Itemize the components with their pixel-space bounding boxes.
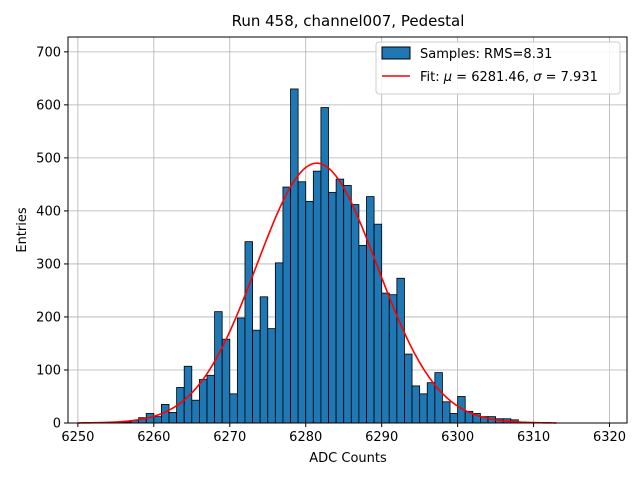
histogram-bar (404, 353, 413, 424)
legend-samples-label: Samples: RMS=8.31 (420, 47, 552, 62)
histogram-bar (168, 411, 178, 424)
histogram-bar (229, 393, 238, 424)
histogram-bar (297, 181, 307, 424)
histogram-bar (419, 393, 428, 424)
chart-title: Run 458, channel007, Pedestal (232, 12, 465, 30)
legend-fit-label: Fit: μ = 6281.46, σ = 7.931 (420, 70, 598, 85)
histogram-bar (191, 399, 200, 424)
legend-fit-prefix: Fit: (420, 70, 444, 85)
legend-fit-mu-value: = 6281.46, (452, 70, 533, 85)
histogram-bar (290, 88, 299, 424)
histogram-bar (328, 191, 337, 424)
fit-curve (77, 162, 557, 424)
histogram-bar (358, 244, 367, 424)
x-tick-label: 6280 (289, 430, 322, 445)
x-tick-label: 6310 (517, 430, 550, 445)
legend-fit-sigma-symbol: σ (533, 70, 542, 85)
x-axis-label: ADC Counts (309, 451, 387, 466)
histogram-bar (396, 277, 405, 424)
histogram-bar (434, 372, 443, 424)
histogram-bar (350, 204, 360, 424)
legend-samples-swatch (381, 46, 411, 60)
legend-fit-sigma-value: = 7.931 (541, 70, 597, 85)
histogram-bar (274, 262, 284, 424)
histogram-bar (259, 296, 269, 424)
y-tick-label: 600 (36, 98, 61, 113)
histogram-bar (366, 196, 375, 424)
histogram-bar (236, 317, 246, 424)
x-tick-label: 6290 (365, 430, 398, 445)
histogram-bars (100, 88, 542, 424)
y-tick-label: 200 (36, 310, 61, 325)
y-tick-label: 700 (36, 45, 61, 60)
y-tick-label: 400 (36, 204, 61, 219)
legend-box (375, 41, 621, 95)
y-axis-label: Entries (15, 207, 30, 253)
x-tick-label: 6260 (137, 430, 170, 445)
legend: Samples: RMS=8.31 Fit: μ = 6281.46, σ = … (375, 41, 621, 95)
y-axis-ticks: 0 100 200 300 400 500 600 700 (36, 45, 68, 432)
histogram-bar (335, 178, 345, 424)
histogram-bar (244, 241, 253, 424)
histogram-bar (426, 382, 436, 424)
histogram-bar (343, 185, 352, 424)
x-tick-label: 6320 (593, 430, 626, 445)
x-tick-label: 6300 (441, 430, 474, 445)
histogram-bar (153, 416, 162, 424)
plot-frame (67, 36, 628, 424)
histogram-bar (267, 328, 276, 424)
y-tick-label: 300 (36, 257, 61, 272)
x-tick-label: 6250 (61, 430, 94, 445)
y-tick-label: 500 (36, 151, 61, 166)
histogram-bar (214, 311, 223, 424)
y-tick-label: 100 (36, 363, 61, 378)
x-axis-ticks: 6250 6260 6270 6280 6290 6300 6310 6320 (61, 423, 626, 445)
histogram-bar (198, 379, 208, 424)
histogram-bar (320, 107, 329, 424)
histogram-bar (381, 292, 390, 424)
histogram-bar (312, 170, 322, 424)
histogram-bar (206, 374, 215, 424)
histogram-bar (282, 186, 291, 424)
histogram-bar (449, 413, 459, 424)
histogram-bar (442, 401, 451, 424)
legend-fit-mu-symbol: μ (443, 70, 452, 85)
histogram-bar (252, 329, 261, 424)
y-tick-label: 0 (53, 417, 61, 432)
histogram-bar (221, 338, 231, 424)
histogram-bar (305, 200, 314, 424)
histogram-bar (411, 385, 421, 424)
histogram-bar (373, 223, 383, 424)
x-tick-label: 6270 (213, 430, 246, 445)
